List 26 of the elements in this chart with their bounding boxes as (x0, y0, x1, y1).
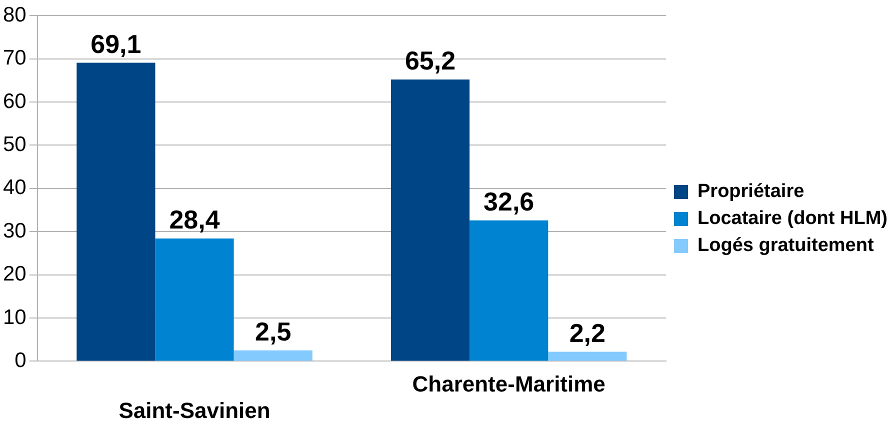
legend-label: Locataire (dont HLM) (698, 208, 888, 230)
data-label: 32,6 (484, 186, 534, 217)
data-label: 2,5 (255, 316, 292, 347)
x-tick-label: Charente-Maritime (412, 371, 606, 396)
data-label: 69,1 (90, 28, 142, 59)
bar (155, 238, 234, 361)
bar (470, 220, 548, 361)
y-tick-label: 60 (3, 90, 26, 113)
legend-label: Logés gratuitement (698, 235, 874, 256)
y-tick-label: 10 (3, 306, 26, 329)
y-tick-label: 40 (3, 176, 26, 200)
bar (234, 350, 312, 361)
y-tick-label: 50 (3, 132, 26, 156)
bar (390, 80, 470, 361)
y-tick-label: 70 (3, 46, 26, 70)
data-label: 2,2 (569, 318, 606, 348)
bar (76, 62, 156, 361)
y-tick-label: 80 (3, 3, 26, 26)
legend-label: Propriétaire (698, 181, 804, 202)
y-tick-label: 0 (14, 348, 26, 372)
y-tick-label: 30 (3, 219, 26, 242)
bar (548, 352, 627, 361)
data-label: 28,4 (169, 204, 220, 235)
y-tick-label: 20 (3, 262, 26, 286)
data-label: 65,2 (404, 46, 456, 76)
x-tick-label: Saint-Savinien (118, 398, 270, 423)
